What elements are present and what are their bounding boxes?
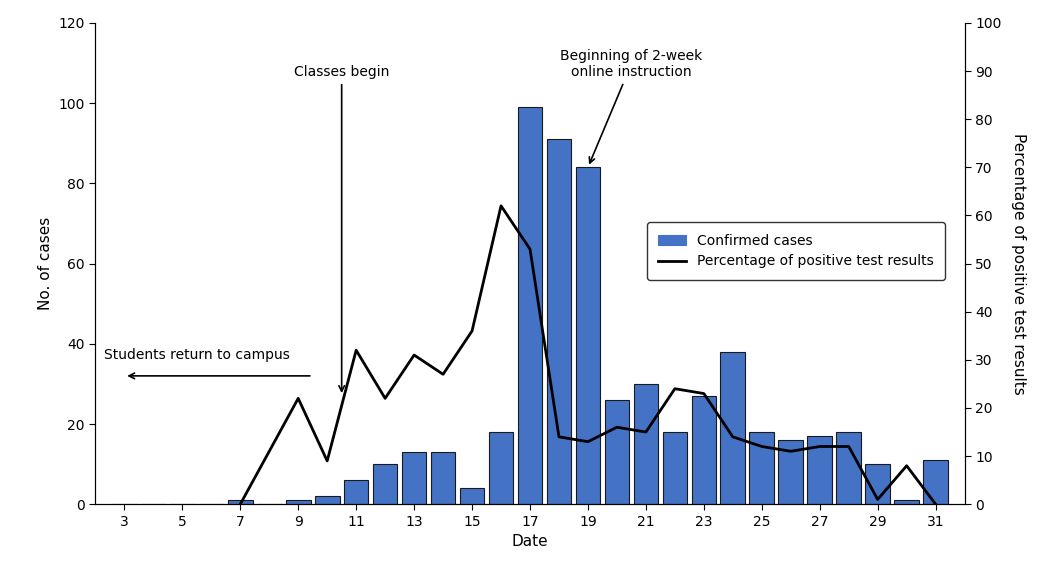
X-axis label: Date: Date [512,534,548,549]
Bar [691,396,717,504]
Text: Classes begin: Classes begin [294,65,389,391]
Bar [547,139,571,504]
Bar [315,496,339,504]
Bar [373,464,398,504]
Bar [517,107,543,504]
Bar [808,436,832,504]
Bar [343,480,369,504]
Bar [228,500,252,504]
Legend: Confirmed cases, Percentage of positive test results: Confirmed cases, Percentage of positive … [647,222,944,280]
Bar [778,440,803,504]
Bar [402,452,426,504]
Bar [895,500,919,504]
Bar [460,488,484,504]
Bar [286,500,311,504]
Bar [923,460,948,504]
Bar [430,452,456,504]
Text: Beginning of 2-week
online instruction: Beginning of 2-week online instruction [561,49,703,163]
Bar [836,432,861,504]
Bar [576,167,600,504]
Bar [489,432,513,504]
Bar [721,352,745,504]
Y-axis label: Percentage of positive test results: Percentage of positive test results [1011,133,1026,394]
Y-axis label: No. of cases: No. of cases [38,217,53,310]
Bar [749,432,774,504]
Text: Students return to campus: Students return to campus [104,348,289,362]
Bar [865,464,890,504]
Bar [634,384,658,504]
Bar [604,400,630,504]
Bar [662,432,687,504]
